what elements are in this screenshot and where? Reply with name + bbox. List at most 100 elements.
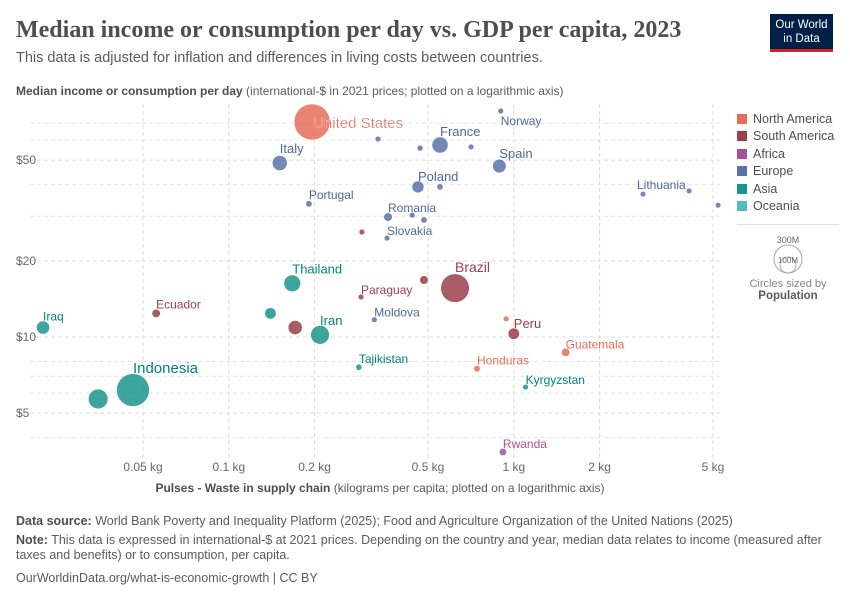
point-label: Romania	[388, 201, 436, 215]
x-axis-label: Pulses - Waste in supply chain (kilogram…	[0, 481, 760, 495]
data-point-slovakia	[383, 235, 391, 242]
point-label: Iraq	[43, 310, 64, 324]
point-label: Honduras	[477, 354, 529, 368]
data-point-unlabeled	[358, 228, 365, 236]
data-point-iraq	[36, 320, 50, 335]
y-tick-label: $10	[16, 330, 36, 344]
point-label: Lithuania	[637, 178, 686, 192]
point-label: Thailand	[292, 261, 342, 276]
size-legend-large: 300M	[777, 235, 800, 245]
data-source: Data source: World Bank Poverty and Ineq…	[16, 514, 831, 529]
data-point-unlabeled	[287, 320, 303, 335]
data-point-moldova	[371, 316, 378, 323]
legend-item-oceania[interactable]: Oceania	[737, 198, 834, 216]
size-legend-circles: 300M 100M	[773, 235, 803, 274]
source-text: World Bank Poverty and Inequality Platfo…	[95, 514, 733, 528]
data-point-unlabeled	[436, 183, 444, 191]
data-point-kyrgyzstan	[522, 384, 529, 391]
point-label: Paraguay	[361, 283, 412, 297]
point-label: Portugal	[309, 188, 354, 202]
data-point-indonesia	[116, 373, 150, 407]
source-url[interactable]: OurWorldinData.org/what-is-economic-grow…	[16, 571, 318, 585]
data-point-iran	[310, 325, 330, 345]
logo-line-2: in Data	[783, 32, 820, 45]
legend-swatch	[737, 131, 747, 142]
x-tick-label: 1 kg	[502, 460, 525, 474]
legend-item-africa[interactable]: Africa	[737, 145, 834, 163]
legend-label: Oceania	[753, 199, 800, 214]
chart-title: Median income or consumption per day vs.…	[16, 17, 682, 43]
legend-item-north-america[interactable]: North America	[737, 110, 834, 128]
owid-logo[interactable]: Our World in Data	[770, 14, 833, 52]
data-point-spain	[492, 158, 507, 174]
x-tick-label: 0.05 kg	[123, 460, 162, 474]
data-point-united-states	[293, 103, 331, 141]
data-point-rwanda	[499, 448, 507, 456]
point-label: France	[440, 124, 480, 139]
data-point-unlabeled	[685, 187, 693, 194]
region-legend: North America South America Africa Europ…	[737, 110, 834, 215]
data-point-unlabeled	[416, 144, 424, 152]
point-label: Norway	[501, 114, 542, 128]
size-legend-small: 100M	[778, 256, 798, 265]
point-label: Guatemala	[566, 337, 625, 351]
data-point-ecuador	[151, 308, 161, 318]
data-point-unlabeled	[409, 212, 416, 219]
data-point-peru	[507, 327, 520, 340]
legend-label: South America	[753, 129, 835, 144]
legend-item-south-america[interactable]: South America	[737, 128, 834, 146]
point-label: Rwanda	[503, 437, 547, 451]
legend-item-asia[interactable]: Asia	[737, 180, 834, 198]
data-point-thailand	[283, 274, 301, 292]
data-point-paraguay	[357, 293, 365, 300]
legend-swatch	[737, 201, 747, 212]
logo-line-1: Our World	[775, 18, 828, 31]
y-axis-label-rest: (international-$ in 2021 prices; plotted…	[246, 84, 564, 98]
y-tick-label: $20	[16, 254, 36, 268]
legend-label: Africa	[753, 146, 785, 161]
point-label: Moldova	[374, 306, 420, 320]
data-point-italy	[271, 155, 288, 171]
point-label: Indonesia	[133, 360, 199, 377]
data-point-unlabeled	[375, 135, 382, 143]
size-legend: 300M 100M Circles sized by Population	[737, 224, 839, 302]
chart-subtitle: This data is adjusted for inflation and …	[16, 50, 543, 66]
size-legend-small-circle	[779, 256, 797, 274]
point-label: Peru	[514, 316, 541, 331]
point-label: United States	[313, 115, 403, 132]
data-point-unlabeled	[420, 216, 428, 224]
point-label: Slovakia	[387, 224, 433, 238]
source-label: Data source:	[16, 514, 92, 528]
legend-label: Asia	[753, 181, 778, 196]
point-label: Brazil	[455, 259, 490, 275]
point-label: Iran	[320, 313, 342, 328]
point-label: Kyrgyzstan	[526, 373, 585, 387]
point-label: Italy	[280, 141, 304, 156]
y-axis-label: Median income or consumption per day (in…	[16, 84, 564, 98]
data-point-honduras	[473, 365, 481, 373]
x-tick-label: 5 kg	[702, 460, 725, 474]
note-label: Note:	[16, 533, 48, 547]
data-point-unlabeled	[503, 315, 510, 322]
data-point-guatemala	[561, 347, 571, 357]
legend-swatch	[737, 166, 747, 177]
data-point-tajikistan	[355, 363, 363, 371]
data-point-portugal	[305, 200, 313, 208]
data-point-unlabeled	[264, 307, 277, 320]
legend-label: Europe	[753, 164, 794, 179]
x-tick-label: 0.1 kg	[212, 460, 245, 474]
point-label: Ecuador	[156, 297, 201, 311]
y-tick-label: $5	[16, 406, 30, 420]
data-point-romania	[383, 212, 393, 222]
legend-item-europe[interactable]: Europe	[737, 163, 834, 181]
point-label: Spain	[499, 146, 532, 161]
point-label: Tajikistan	[359, 352, 408, 366]
x-axis-label-rest: (kilograms per capita; plotted on a loga…	[333, 481, 605, 495]
size-legend-caption: Circles sized by	[749, 278, 827, 290]
x-tick-label: 2 kg	[588, 460, 611, 474]
size-legend-variable: Population	[758, 290, 818, 302]
data-point-norway	[497, 107, 504, 115]
data-point-unlabeled	[419, 275, 429, 285]
legend-label: North America	[753, 111, 833, 126]
